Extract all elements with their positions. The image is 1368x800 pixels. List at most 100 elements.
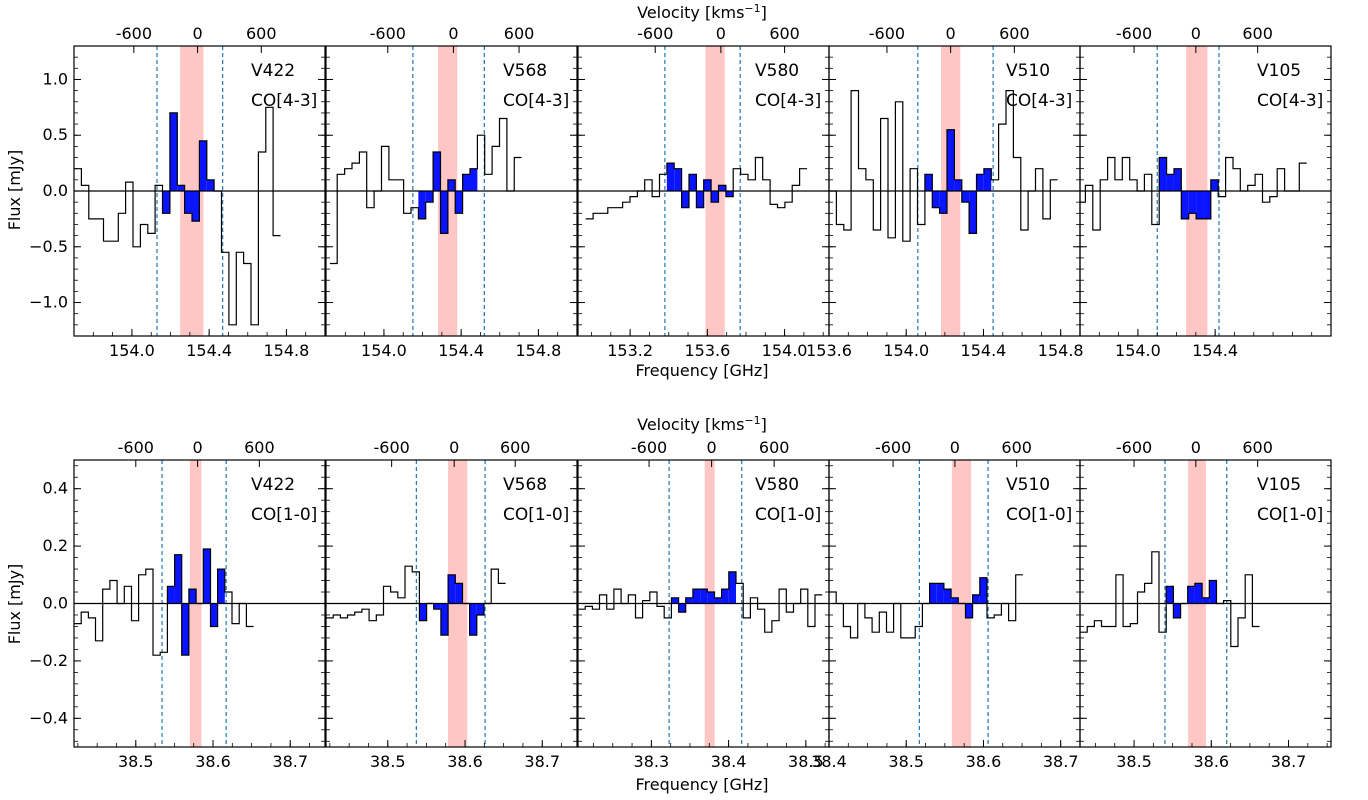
velocity-tick-label: 600	[500, 438, 531, 457]
x-tick-label: 38.7	[1043, 752, 1079, 771]
signal-bin	[666, 163, 675, 191]
signal-bin	[181, 603, 189, 656]
spectrum-panels: 154.0 154.4 154.8 -600 0 600 −1.0 −0.5 0.0 0.5 1.0…	[29, 24, 1332, 771]
source-label: V510	[1006, 61, 1050, 81]
signal-bin	[217, 569, 225, 604]
signal-bin	[947, 129, 955, 191]
signal-bin	[210, 603, 218, 627]
x-tick-label: 38.5	[118, 752, 154, 771]
velocity-tick-label: -600	[373, 438, 409, 457]
x-tick-label: 38.3	[634, 752, 670, 771]
panel-bottom-v568: 38.5 38.6 38.7 -600 0 600 V568 CO[1-0]	[325, 438, 578, 771]
x-tick-label: 154.4	[438, 341, 484, 360]
velocity-tick-label: 0	[449, 438, 459, 457]
panel-plot-area	[74, 460, 325, 747]
signal-bin	[1202, 597, 1210, 604]
signal-bin	[440, 191, 448, 234]
top-flux-axis-title: Flux [mJy]	[5, 150, 24, 231]
source-label: V105	[1257, 475, 1301, 495]
velocity-tick-label: 0	[1191, 438, 1201, 457]
velocity-tick-label: -600	[116, 24, 152, 43]
x-tick-label: 38.5	[788, 752, 824, 771]
x-tick-label: 154.0	[109, 341, 155, 360]
signal-bin	[681, 191, 689, 208]
spectrum-step-line	[578, 571, 823, 633]
top-row-axis-titles: Velocity [kms−1] Frequency [GHz] Flux [m…	[5, 2, 769, 380]
x-tick-label: 153.6	[806, 341, 852, 360]
x-tick-label: 38.7	[1271, 752, 1307, 771]
x-tick-label: 154.8	[263, 341, 309, 360]
signal-bin	[1209, 580, 1217, 604]
y-tick-label: 0.0	[43, 181, 68, 200]
signal-bin	[714, 597, 722, 604]
panel-plot-area	[1080, 460, 1331, 747]
velocity-tick-label: -600	[118, 438, 154, 457]
signal-bin	[685, 597, 693, 604]
bottom-row-axis-titles: Velocity [kms−1] Frequency [GHz] Flux [m…	[5, 414, 769, 794]
signal-bin	[1166, 174, 1174, 191]
signal-bin	[1166, 586, 1174, 604]
signal-bin	[700, 589, 708, 604]
signal-bin	[177, 185, 185, 191]
x-tick-label: 154.8	[1038, 341, 1084, 360]
signal-bin	[462, 174, 470, 191]
panel-bottom-v580: 38.3 38.4 38.5 -600 0 600 V580 CO[1-0]	[577, 438, 830, 771]
velocity-tick-label: -600	[370, 24, 406, 43]
velocity-tick-label: 0	[1191, 24, 1201, 43]
velocity-tick-label: 0	[950, 438, 960, 457]
line-label: CO[4-3]	[503, 91, 569, 111]
velocity-tick-label: 600	[504, 24, 535, 43]
y-tick-label: −1.0	[29, 293, 68, 312]
line-label: CO[4-3]	[1257, 91, 1323, 111]
x-tick-label: 154.4	[1192, 341, 1238, 360]
signal-bin	[939, 191, 948, 214]
signal-bin	[718, 185, 726, 191]
panel-top-v105: 154.0 154.4 -600 0 600 V105 CO[4-3]	[1079, 24, 1332, 360]
x-tick-label: 154.0	[883, 341, 929, 360]
bottom-flux-axis-title: Flux [mJy]	[5, 564, 24, 645]
velocity-tick-label: 0	[448, 24, 458, 43]
x-tick-label: 154.0	[1115, 341, 1161, 360]
signal-bin	[696, 191, 704, 208]
velocity-tick-label: 600	[999, 24, 1030, 43]
top-velocity-axis-title: Velocity [kms−1]	[637, 2, 767, 22]
source-label: V422	[251, 475, 295, 495]
source-label: V580	[755, 475, 799, 495]
signal-bin	[936, 583, 944, 604]
x-tick-label: 154.4	[186, 341, 232, 360]
x-tick-label: 38.7	[272, 752, 308, 771]
velocity-tick-label: 600	[1001, 438, 1032, 457]
signal-bin	[418, 191, 426, 219]
x-tick-label: 38.4	[811, 752, 847, 771]
signal-bin	[206, 179, 215, 191]
source-label: V568	[503, 61, 547, 81]
line-label: CO[4-3]	[755, 91, 821, 111]
x-tick-label: 153.2	[607, 341, 653, 360]
signal-bin	[1187, 586, 1195, 604]
signal-bin	[455, 191, 463, 214]
x-tick-label: 153.6	[684, 341, 730, 360]
bottom-velocity-axis-title: Velocity [kms−1]	[637, 414, 767, 434]
signal-bin	[976, 174, 984, 191]
signal-bin	[721, 589, 729, 604]
velocity-tick-label: -600	[637, 24, 673, 43]
signal-bin	[169, 112, 178, 191]
source-label: V422	[251, 61, 295, 81]
panel-plot-area	[74, 46, 325, 336]
signal-bin	[979, 577, 988, 604]
y-tick-label: 0.0	[43, 594, 68, 613]
velocity-tick-label: -600	[875, 438, 911, 457]
spectrum-step-line	[829, 574, 1023, 639]
signal-bin	[954, 179, 962, 191]
velocity-tick-label: 600	[759, 438, 790, 457]
signal-bin	[448, 574, 456, 604]
velocity-tick-label: 600	[1242, 438, 1273, 457]
velocity-tick-label: 600	[1242, 24, 1273, 43]
signal-bin	[203, 548, 211, 604]
line-label: CO[1-0]	[503, 505, 569, 525]
spectrum-step-line	[1080, 551, 1260, 648]
velocity-tick-label: -600	[869, 24, 905, 43]
signal-bin	[1173, 168, 1182, 191]
velocity-tick-label: -600	[1116, 24, 1152, 43]
